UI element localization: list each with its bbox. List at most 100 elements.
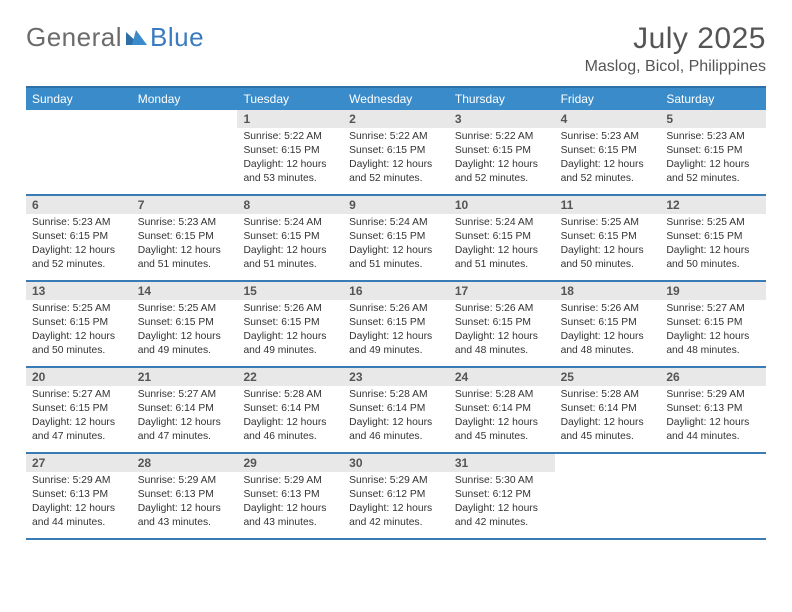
daylight-line: Daylight: 12 hours and 52 minutes. (666, 158, 760, 186)
daylight-line: Daylight: 12 hours and 45 minutes. (455, 416, 549, 444)
day-number: 8 (237, 196, 343, 214)
daylight-line: Daylight: 12 hours and 52 minutes. (349, 158, 443, 186)
month-title: July 2025 (585, 22, 766, 56)
day-body: Sunrise: 5:22 AMSunset: 6:15 PMDaylight:… (449, 130, 555, 186)
daylight-line: Daylight: 12 hours and 42 minutes. (349, 502, 443, 530)
sunrise-line: Sunrise: 5:29 AM (666, 388, 760, 402)
sunrise-line: Sunrise: 5:29 AM (138, 474, 232, 488)
day-number: 4 (555, 110, 661, 128)
day-number: 1 (237, 110, 343, 128)
day-number: 14 (132, 282, 238, 300)
day-cell-24: 24Sunrise: 5:28 AMSunset: 6:14 PMDayligh… (449, 368, 555, 452)
day-cell-6: 6Sunrise: 5:23 AMSunset: 6:15 PMDaylight… (26, 196, 132, 280)
sunset-line: Sunset: 6:13 PM (32, 488, 126, 502)
sunset-line: Sunset: 6:13 PM (138, 488, 232, 502)
sunrise-line: Sunrise: 5:25 AM (561, 216, 655, 230)
daylight-line: Daylight: 12 hours and 43 minutes. (138, 502, 232, 530)
daylight-line: Daylight: 12 hours and 48 minutes. (561, 330, 655, 358)
sunset-line: Sunset: 6:15 PM (666, 316, 760, 330)
brand-part1: General (26, 22, 122, 53)
day-cell-3: 3Sunrise: 5:22 AMSunset: 6:15 PMDaylight… (449, 110, 555, 194)
brand-part2: Blue (150, 22, 204, 53)
sunrise-line: Sunrise: 5:26 AM (349, 302, 443, 316)
day-body: Sunrise: 5:29 AMSunset: 6:13 PMDaylight:… (660, 388, 766, 444)
day-number: 30 (343, 454, 449, 472)
day-cell-12: 12 Sunrise: 5:25 AMSunset: 6:15 PMDayligh… (660, 196, 766, 280)
sunrise-line: Sunrise: 5:25 AM (666, 216, 760, 230)
weekday-sunday: Sunday (26, 88, 132, 110)
title-block: July 2025 Maslog, Bicol, Philippines (585, 22, 766, 76)
week-row: 20Sunrise: 5:27 AMSunset: 6:15 PMDayligh… (26, 368, 766, 454)
day-cell-empty (660, 454, 766, 538)
daylight-line: Daylight: 12 hours and 49 minutes. (349, 330, 443, 358)
sunset-line: Sunset: 6:15 PM (349, 230, 443, 244)
sunrise-line: Sunrise: 5:27 AM (666, 302, 760, 316)
day-cell-10: 10Sunrise: 5:24 AMSunset: 6:15 PMDayligh… (449, 196, 555, 280)
sunset-line: Sunset: 6:15 PM (138, 230, 232, 244)
day-body: Sunrise: 5:27 AMSunset: 6:15 PMDaylight:… (660, 302, 766, 358)
day-number: 12 (660, 196, 766, 214)
sunrise-line: Sunrise: 5:26 AM (561, 302, 655, 316)
day-cell-16: 16Sunrise: 5:26 AMSunset: 6:15 PMDayligh… (343, 282, 449, 366)
daylight-line: Daylight: 12 hours and 48 minutes. (455, 330, 549, 358)
sunrise-line: Sunrise: 5:23 AM (32, 216, 126, 230)
day-body: Sunrise: 5:29 AMSunset: 6:12 PMDaylight:… (343, 474, 449, 530)
day-body: Sunrise: 5:28 AMSunset: 6:14 PMDaylight:… (555, 388, 661, 444)
daylight-line: Daylight: 12 hours and 44 minutes. (666, 416, 760, 444)
weekday-tuesday: Tuesday (237, 88, 343, 110)
day-number: 28 (132, 454, 238, 472)
day-body: Sunrise: 5:23 AMSunset: 6:15 PMDaylight:… (555, 130, 661, 186)
day-body: Sunrise: 5:28 AMSunset: 6:14 PMDaylight:… (449, 388, 555, 444)
day-cell-20: 20Sunrise: 5:27 AMSunset: 6:15 PMDayligh… (26, 368, 132, 452)
day-number: 7 (132, 196, 238, 214)
day-number: 15 (237, 282, 343, 300)
day-body: Sunrise: 5:25 AMSunset: 6:15 PMDaylight:… (555, 216, 661, 272)
daylight-line: Daylight: 12 hours and 46 minutes. (349, 416, 443, 444)
daylight-line: Daylight: 12 hours and 50 minutes. (666, 244, 760, 272)
sunset-line: Sunset: 6:15 PM (455, 144, 549, 158)
sunset-line: Sunset: 6:15 PM (138, 316, 232, 330)
day-cell-11: 11Sunrise: 5:25 AMSunset: 6:15 PMDayligh… (555, 196, 661, 280)
sunset-line: Sunset: 6:15 PM (666, 144, 760, 158)
calendar: SundayMondayTuesdayWednesdayThursdayFrid… (26, 86, 766, 540)
day-cell-30: 30 Sunrise: 5:29 AMSunset: 6:12 PMDayligh… (343, 454, 449, 538)
day-body: Sunrise: 5:23 AMSunset: 6:15 PMDaylight:… (132, 216, 238, 272)
weekday-friday: Friday (555, 88, 661, 110)
sunrise-line: Sunrise: 5:27 AM (32, 388, 126, 402)
sunset-line: Sunset: 6:15 PM (32, 316, 126, 330)
sunrise-line: Sunrise: 5:26 AM (455, 302, 549, 316)
day-cell-31: 31Sunrise: 5:30 AMSunset: 6:12 PMDayligh… (449, 454, 555, 538)
sunset-line: Sunset: 6:15 PM (32, 230, 126, 244)
sunrise-line: Sunrise: 5:25 AM (32, 302, 126, 316)
daylight-line: Daylight: 12 hours and 52 minutes. (561, 158, 655, 186)
sunset-line: Sunset: 6:15 PM (561, 230, 655, 244)
day-body: Sunrise: 5:25 AMSunset: 6:15 PMDaylight:… (132, 302, 238, 358)
day-number: 17 (449, 282, 555, 300)
sunrise-line: Sunrise: 5:25 AM (138, 302, 232, 316)
day-body: Sunrise: 5:22 AMSunset: 6:15 PMDaylight:… (343, 130, 449, 186)
sunrise-line: Sunrise: 5:24 AM (455, 216, 549, 230)
sunset-line: Sunset: 6:15 PM (666, 230, 760, 244)
sunset-line: Sunset: 6:14 PM (349, 402, 443, 416)
weekday-monday: Monday (132, 88, 238, 110)
day-cell-5: 5Sunrise: 5:23 AMSunset: 6:15 PMDaylight… (660, 110, 766, 194)
day-cell-9: 9Sunrise: 5:24 AMSunset: 6:15 PMDaylight… (343, 196, 449, 280)
day-body: Sunrise: 5:24 AMSunset: 6:15 PMDaylight:… (449, 216, 555, 272)
daylight-line: Daylight: 12 hours and 45 minutes. (561, 416, 655, 444)
daylight-line: Daylight: 12 hours and 47 minutes. (138, 416, 232, 444)
sunset-line: Sunset: 6:15 PM (349, 144, 443, 158)
day-body: Sunrise: 5:29 AMSunset: 6:13 PMDaylight:… (237, 474, 343, 530)
sunset-line: Sunset: 6:15 PM (243, 144, 337, 158)
day-cell-25: 25Sunrise: 5:28 AMSunset: 6:14 PMDayligh… (555, 368, 661, 452)
sunrise-line: Sunrise: 5:24 AM (349, 216, 443, 230)
day-cell-14: 14 Sunrise: 5:25 AMSunset: 6:15 PMDayligh… (132, 282, 238, 366)
day-body: Sunrise: 5:28 AMSunset: 6:14 PMDaylight:… (237, 388, 343, 444)
sunset-line: Sunset: 6:13 PM (666, 402, 760, 416)
day-cell-4: 4 Sunrise: 5:23 AMSunset: 6:15 PMDaylight… (555, 110, 661, 194)
sunrise-line: Sunrise: 5:23 AM (138, 216, 232, 230)
sunrise-line: Sunrise: 5:29 AM (243, 474, 337, 488)
day-cell-8: 8Sunrise: 5:24 AMSunset: 6:15 PMDaylight… (237, 196, 343, 280)
weeks-container: 1Sunrise: 5:22 AMSunset: 6:15 PMDaylight… (26, 110, 766, 540)
sunset-line: Sunset: 6:15 PM (243, 316, 337, 330)
day-body: Sunrise: 5:27 AMSunset: 6:15 PMDaylight:… (26, 388, 132, 444)
